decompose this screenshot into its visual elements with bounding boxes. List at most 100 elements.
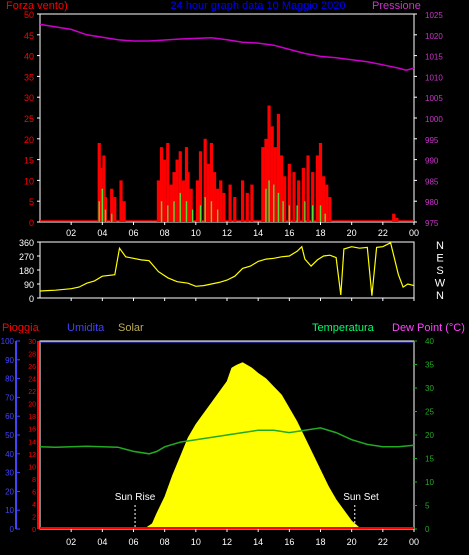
rain-tick-label: 8 [32, 477, 36, 484]
wind-average-bar [288, 205, 291, 222]
rain-label: Pioggia [2, 322, 40, 334]
wind-tick-label: 0 [29, 218, 34, 228]
wind-average-bar [273, 184, 275, 222]
wind-tick-label: 30 [24, 93, 34, 103]
dewpoint-label: Dew Point (°C) [392, 322, 465, 334]
temperature-tick-label: 5 [425, 502, 430, 511]
wind-tick-label: 15 [24, 156, 34, 166]
wind-gust-bar [195, 180, 199, 222]
humidity-tick-label: 60 [5, 412, 14, 421]
pressure-tick-label: 1010 [425, 73, 443, 82]
pressure-line [39, 23, 415, 71]
wind-gust-bar [163, 159, 167, 222]
wind-gust-bar [250, 184, 254, 222]
humidity-tick-label: 90 [5, 356, 14, 365]
wind-gust-bar [212, 172, 217, 222]
rain-tick-label: 0 [32, 527, 36, 534]
temperature-tick-label: 10 [425, 478, 434, 487]
panel1-time-axis: 02 04 06 08 10 12 14 16 18 20 22 00 [66, 222, 419, 238]
time-tick-label: 18 [315, 537, 325, 547]
wind-gust-bar [233, 197, 237, 222]
wind-tick-label: 10 [24, 176, 34, 186]
wind-average-bar [216, 209, 219, 222]
wind-average-bar [268, 180, 270, 222]
rain-tick-label: 10 [28, 464, 36, 471]
wind-gust-bar [240, 180, 245, 222]
wind-direction-line [39, 241, 415, 296]
time-tick-label: 16 [284, 228, 294, 238]
wind-average-bar [104, 209, 107, 222]
wind-average-bar [265, 188, 267, 222]
humidity-tick-label: 40 [5, 450, 14, 459]
pressure-series [39, 23, 415, 71]
pressure-tick-label: 990 [425, 157, 439, 166]
solar-area [133, 362, 368, 530]
wind-gust-bar [181, 180, 185, 222]
wind-gust-bar [102, 155, 106, 222]
time-tick-label: 06 [128, 537, 138, 547]
wind-gust-bar [166, 142, 170, 222]
pressure-tick-label: 995 [425, 136, 439, 145]
compass-letter: N [436, 290, 444, 302]
rain-tick-label: 20 [28, 402, 36, 409]
wind-average-bar [210, 201, 213, 222]
rain-tick-label: 28 [28, 352, 36, 359]
time-tick-label: 10 [191, 537, 201, 547]
temperature-tick-label: 25 [425, 408, 434, 417]
wind-bars [40, 105, 414, 222]
wind-gust-bar [103, 197, 108, 222]
wind-pressure-frame [39, 13, 415, 223]
wind-average-bar [98, 201, 100, 222]
time-tick-label: 18 [315, 228, 325, 238]
temperature-tick-label: 30 [425, 384, 434, 393]
wind-gust-bar [156, 180, 161, 222]
wind-gust-bar [222, 192, 226, 222]
wind-average-bar [312, 205, 314, 222]
humidity-label: Umidita [67, 322, 105, 334]
wind-average-bar [319, 205, 322, 222]
wind-tick-label: 45 [24, 31, 34, 41]
wind-gust-bar [311, 172, 315, 222]
wind-direction-frame [39, 241, 415, 299]
solar-label: Solar [118, 322, 144, 334]
panel1-title: 24 hour graph data 10 Maggio 2020 [171, 0, 346, 12]
direction-tick-label: 270 [19, 252, 34, 262]
wind-gust-bar [273, 147, 277, 222]
compass-letter: W [435, 278, 446, 290]
time-tick-label: 20 [347, 537, 357, 547]
wind-average-bar [304, 201, 306, 222]
panel3-time-axis: 02 04 06 08 10 12 14 16 18 20 22 00 [66, 529, 419, 547]
wind-gust-bar [113, 197, 117, 222]
wind-average-bar [192, 209, 194, 222]
pressure-tick-label: 985 [425, 177, 439, 186]
wind-tick-label: 25 [24, 114, 34, 124]
temperature-series [39, 427, 415, 455]
wind-gust-bar [110, 188, 114, 222]
pressure-tick-label: 1025 [425, 11, 443, 20]
wind-pressure-panel: 24 hour graph data 10 Maggio 2020 Forza … [6, 0, 443, 238]
wind-gust-bar [270, 126, 274, 222]
pressure-tick-label: 1000 [425, 115, 443, 124]
solar-series [133, 362, 368, 530]
rain-tick-label: 24 [28, 377, 36, 384]
wind-speed-label: Forza vento) [6, 0, 68, 12]
humidity-tick-label: 20 [5, 487, 14, 496]
direction-tick-label: 0 [29, 294, 34, 304]
direction-axis: 0 90 180 270 360 [19, 238, 40, 304]
wind-gust-bar [169, 184, 173, 222]
time-tick-label: 16 [284, 537, 294, 547]
wind-gust-bar [172, 172, 176, 222]
pressure-tick-label: 980 [425, 198, 439, 207]
temperature-tick-label: 20 [425, 431, 434, 440]
wind-average-bar [110, 213, 113, 222]
wind-average-bar [179, 192, 181, 222]
rain-tick-label: 12 [28, 452, 36, 459]
time-tick-label: 22 [378, 228, 388, 238]
wind-tick-label: 50 [24, 10, 34, 20]
time-tick-label: 04 [97, 537, 107, 547]
wind-average-bar [185, 201, 188, 222]
time-tick-label: 02 [66, 228, 76, 238]
compass-letter: E [436, 253, 443, 265]
wind-average-bar [204, 197, 206, 222]
panel2-time-axis [70, 298, 415, 301]
